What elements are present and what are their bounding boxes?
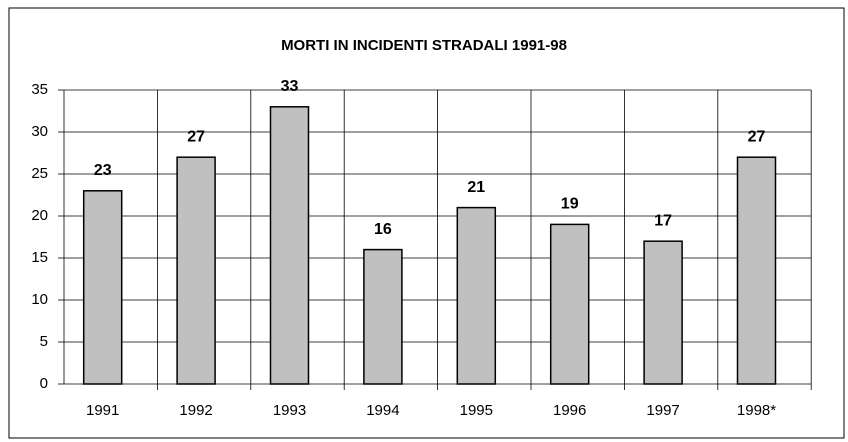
bar [269, 106, 310, 385]
chart-title: MORTI IN INCIDENTI STRADALI 1991-98 [281, 37, 567, 54]
data-label: 23 [94, 162, 112, 179]
bar [456, 206, 497, 385]
y-tick-label: 5 [40, 333, 48, 350]
bar [643, 240, 683, 385]
x-tick-label: 1991 [86, 402, 119, 419]
x-tick-label: 1998* [737, 402, 776, 419]
bar [363, 248, 403, 385]
y-tick-label: 15 [31, 249, 48, 266]
y-tick-label: 35 [31, 81, 48, 98]
data-label: 16 [374, 221, 392, 238]
data-label: 21 [467, 179, 485, 196]
bar [82, 190, 123, 385]
data-label: 27 [748, 128, 766, 145]
y-tick-label: 0 [40, 375, 48, 392]
data-label: 33 [281, 78, 299, 95]
x-tick-label: 1996 [553, 402, 586, 419]
y-tick-label: 10 [31, 291, 48, 308]
x-tick-label: 1992 [179, 402, 212, 419]
data-label: 27 [187, 128, 205, 145]
x-tick-label: 1997 [646, 402, 679, 419]
x-tick-label: 1994 [366, 402, 399, 419]
y-tick-label: 20 [31, 207, 48, 224]
y-tick-label: 30 [31, 123, 48, 140]
bar [176, 156, 216, 385]
x-tick-label: 1995 [460, 402, 493, 419]
data-label: 17 [654, 212, 672, 229]
chart-frame [8, 7, 845, 439]
x-tick-label: 1993 [273, 402, 306, 419]
y-tick-label: 25 [31, 165, 48, 182]
bar [736, 156, 777, 385]
data-label: 19 [561, 196, 579, 213]
bar [549, 223, 590, 385]
